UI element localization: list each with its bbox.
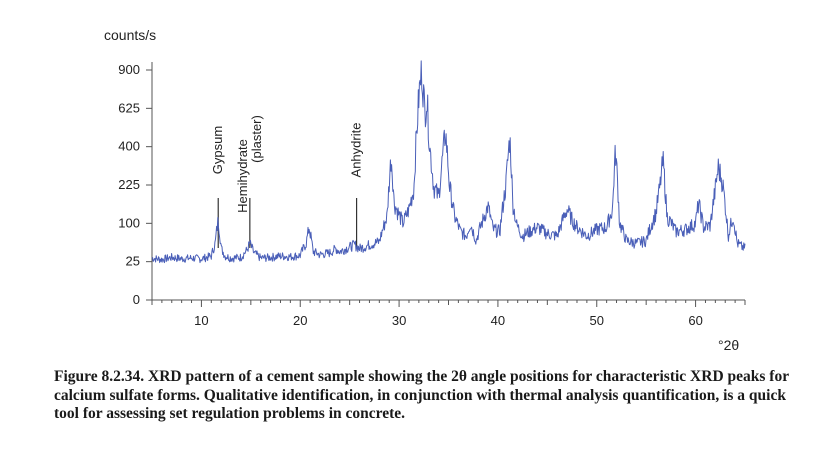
x-tick-label: 50 <box>590 313 604 328</box>
x-tick-label: 60 <box>688 313 702 328</box>
annotation-14.9: Hemihydrate(plaster) <box>235 115 264 248</box>
y-tick-label: 25 <box>126 254 140 269</box>
y-tick-labels: 0 25 100 225 400 625 900 <box>118 62 140 307</box>
y-tick-label: 100 <box>118 215 140 230</box>
y-tick-label: 0 <box>133 292 140 307</box>
x-tick-label: 40 <box>491 313 505 328</box>
annotation-label: Hemihydrate <box>235 139 250 213</box>
y-tick-label: 625 <box>118 100 140 115</box>
annotation-label-sub: (plaster) <box>249 115 264 163</box>
tick-marks <box>146 69 746 307</box>
x-tick-label: 10 <box>194 313 208 328</box>
peak-annotations: Gypsum Hemihydrate(plaster) Anhydrite <box>210 115 364 248</box>
y-tick-label: 900 <box>118 62 140 77</box>
x-axis-label: °2θ <box>718 337 739 353</box>
y-tick-label: 400 <box>118 139 140 154</box>
xrd-chart: counts/s 0 25 100 225 400 625 900 10 20 30 40 50 60… <box>104 27 746 353</box>
x-tick-label: 20 <box>293 313 307 328</box>
y-axis-label: counts/s <box>104 27 156 43</box>
annotation-label: Anhydrite <box>349 123 364 178</box>
series-group <box>151 60 746 264</box>
series-line <box>151 60 746 264</box>
annotation-25.7: Anhydrite <box>349 123 364 248</box>
x-tick-label: 30 <box>392 313 406 328</box>
annotation-label: Gypsum <box>210 126 225 174</box>
y-tick-label: 225 <box>118 177 140 192</box>
x-tick-labels: 10 20 30 40 50 60 <box>194 313 703 328</box>
figure-caption: Figure 8.2.34. XRD pattern of a cement s… <box>54 368 789 422</box>
